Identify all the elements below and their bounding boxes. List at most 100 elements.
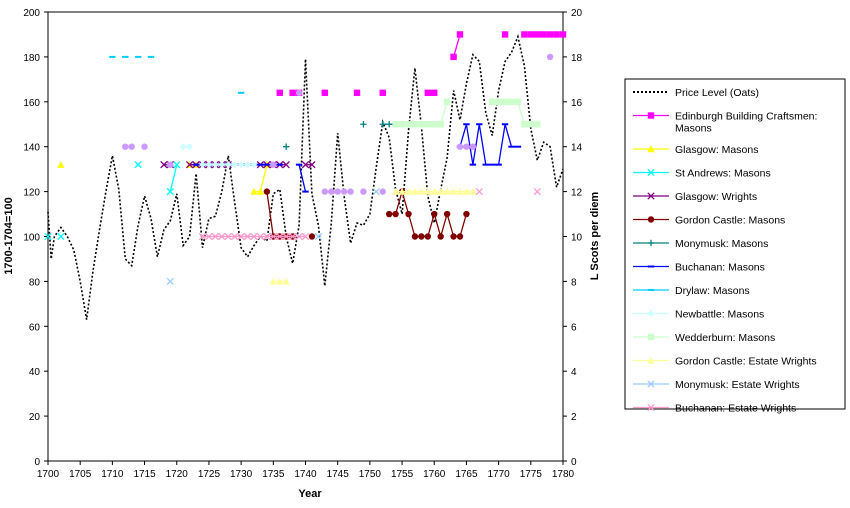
legend-item: Price Level (Oats) (633, 87, 759, 99)
data-point (424, 187, 432, 195)
x-tick-label: 1745 (327, 469, 350, 480)
legend-label: Newbattle: Masons (675, 309, 764, 321)
data-point (379, 121, 386, 128)
legend-label-line: Masons (675, 123, 712, 135)
x-tick-label: 1740 (294, 469, 317, 480)
data-point (282, 161, 290, 169)
y-left-tick-label: 160 (23, 98, 40, 109)
y-left-tick-label: 140 (23, 143, 40, 154)
y-right-tick-label: 4 (571, 367, 577, 378)
legend-item: Monymusk: Masons (633, 238, 768, 250)
legend-swatch-marker (647, 356, 655, 364)
data-point (431, 121, 438, 128)
data-point (288, 232, 297, 241)
data-point (276, 277, 284, 285)
y-left-tick-label: 0 (34, 457, 40, 468)
data-point (379, 89, 386, 97)
data-point (263, 188, 271, 195)
data-point (475, 187, 483, 196)
y-right-tick-label: 18 (571, 53, 583, 64)
data-point (160, 161, 168, 169)
legend-item: Glasgow: Masons (633, 144, 758, 156)
data-point (211, 232, 220, 241)
data-point (57, 232, 65, 241)
data-point (360, 188, 367, 195)
data-point (462, 187, 471, 195)
data-point (521, 121, 528, 128)
x-tick-label: 1750 (359, 469, 382, 480)
y-axis-left-label: 1700-1704=100 (3, 197, 15, 274)
data-point (501, 98, 509, 105)
x-tick-label: 1720 (166, 469, 189, 480)
data-point (527, 31, 535, 38)
data-point (308, 161, 316, 169)
legend-swatch-marker (647, 239, 655, 247)
legend-item: Newbattle: Masons (633, 309, 764, 321)
data-point (198, 232, 207, 241)
series-line (452, 34, 461, 58)
data-point (431, 210, 438, 218)
legend-label: Price Level (Oats) (675, 87, 759, 99)
data-point (308, 233, 316, 240)
data-point (334, 188, 341, 195)
data-point (231, 232, 239, 241)
legend-label: Monymusk: Estate Wrights (675, 379, 800, 391)
legend-box (624, 78, 846, 410)
data-point (391, 187, 400, 195)
data-point (295, 232, 303, 241)
data-point (546, 31, 554, 38)
data-point (534, 121, 541, 128)
y-left-tick-label: 20 (29, 412, 41, 423)
data-point (301, 161, 310, 169)
data-point (347, 188, 354, 195)
data-point (418, 121, 425, 128)
data-point (128, 143, 135, 150)
data-point (295, 89, 303, 97)
data-point (411, 121, 419, 128)
data-point (353, 89, 361, 97)
legend-swatch-marker (647, 145, 655, 153)
data-point (463, 210, 470, 218)
x-tick-label: 1780 (552, 469, 575, 480)
series-newbattle-masons (179, 143, 258, 169)
series-st-andrews-masons (44, 161, 181, 241)
data-point (546, 53, 554, 61)
data-point (431, 89, 438, 97)
legend-swatch-marker (647, 309, 655, 318)
data-point (424, 233, 432, 240)
data-point (449, 187, 458, 195)
data-point (379, 188, 386, 195)
data-point (166, 277, 174, 286)
legend-label: Glasgow: Wrights (675, 191, 757, 203)
y-left-tick-label: 100 (23, 233, 40, 244)
y-right-tick-label: 14 (571, 143, 583, 154)
data-point (57, 160, 65, 168)
data-point (488, 98, 496, 105)
data-point (269, 232, 277, 241)
x-tick-label: 1730 (230, 469, 253, 480)
data-point (282, 232, 290, 241)
data-point (244, 160, 251, 169)
data-point (173, 161, 181, 169)
data-point (436, 187, 445, 195)
legend-item: Wedderburn: Masons (633, 332, 775, 344)
data-point (534, 31, 541, 38)
data-point (167, 161, 174, 168)
data-point (237, 160, 245, 169)
legend-swatch-marker (647, 192, 655, 200)
y-right-tick-label: 2 (571, 412, 577, 423)
data-point (270, 161, 277, 168)
y-right-tick-label: 16 (571, 98, 583, 109)
x-tick-label: 1735 (262, 469, 285, 480)
data-point (276, 232, 284, 241)
data-point (205, 232, 213, 241)
data-point (405, 121, 412, 128)
data-point (314, 232, 323, 241)
legend-label: Gordon Castle: Estate Wrights (675, 356, 817, 368)
data-point (282, 277, 290, 285)
data-point (250, 232, 258, 241)
y-right-tick-label: 20 (571, 8, 583, 19)
legend-item: Buchanan: Estate Wrights (633, 403, 796, 415)
